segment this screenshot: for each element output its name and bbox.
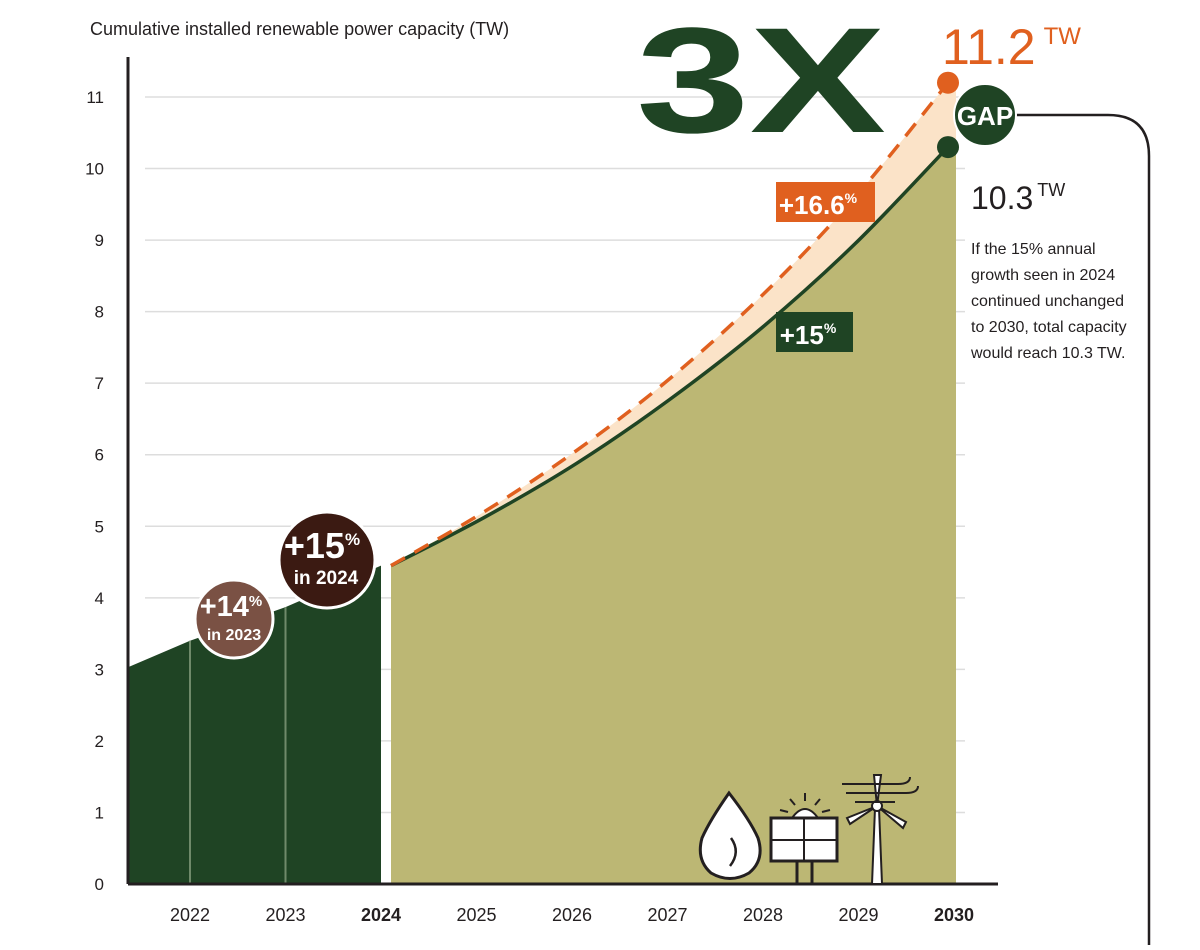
svg-text:+15%: +15% <box>284 525 360 566</box>
y-tick-label: 5 <box>95 517 104 536</box>
x-tick-label: 2024 <box>361 905 401 925</box>
y-tick-label: 7 <box>95 374 104 393</box>
wind-turbine-icon <box>842 774 919 885</box>
bubble-2023: +14% in 2023 <box>193 578 275 660</box>
endpoint-10-3 <box>937 136 959 159</box>
svg-text:+16.6%: +16.6% <box>779 190 858 220</box>
label-16-6-percent: +16.6% <box>776 182 875 222</box>
y-tick-label: 10 <box>85 160 104 179</box>
solar-panel-icon <box>769 793 839 884</box>
x-tick-label: 2023 <box>265 905 305 925</box>
y-tick-label: 8 <box>95 303 104 322</box>
bubble-2024: +15% in 2024 <box>277 510 377 610</box>
x-tick-label: 2022 <box>170 905 210 925</box>
annotation-text: If the 15% annual growth seen in 2024 co… <box>971 241 1127 362</box>
historical-area <box>128 565 381 884</box>
label-15-percent: +15% <box>776 312 853 352</box>
y-tick-label: 1 <box>95 803 104 822</box>
y-tick-label: 11 <box>86 88 104 107</box>
x-tick-label: 2030 <box>934 905 974 925</box>
y-tick-labels: 0 1 2 3 4 5 6 7 8 9 10 11 <box>85 88 104 894</box>
value-10-3: 10.3 TW <box>971 180 1065 216</box>
svg-text:in 2023: in 2023 <box>207 627 261 644</box>
y-tick-label: 3 <box>95 660 104 679</box>
x-tick-label: 2026 <box>552 905 592 925</box>
y-tick-label: 6 <box>95 446 104 465</box>
gap-connector <box>1012 113 1151 945</box>
x-tick-label: 2029 <box>838 905 878 925</box>
projection-area <box>391 147 956 885</box>
y-tick-label: 4 <box>95 589 104 608</box>
svg-text:+15%: +15% <box>780 320 837 350</box>
x-tick-label: 2027 <box>647 905 687 925</box>
gap-badge: GAP <box>953 83 1017 147</box>
svg-text:GAP: GAP <box>957 101 1013 131</box>
svg-text:+14%: +14% <box>200 591 263 623</box>
x-tick-label: 2028 <box>743 905 783 925</box>
headline-3x: 3X <box>636 0 886 164</box>
y-tick-label: 0 <box>95 875 104 894</box>
endpoint-11-2 <box>937 71 959 94</box>
year-dividers <box>189 607 287 884</box>
line-15-percent <box>390 145 950 568</box>
value-11-2: 11.2 TW <box>942 19 1081 75</box>
x-tick-labels: 2022 2023 2024 2025 2026 2027 2028 2029 2030 <box>170 905 974 925</box>
chart-title: Cumulative installed renewable power cap… <box>90 19 509 39</box>
svg-text:3X: 3X <box>636 0 886 164</box>
x-tick-label: 2025 <box>456 905 496 925</box>
y-tick-label: 2 <box>95 732 104 751</box>
svg-text:in 2024: in 2024 <box>294 568 359 589</box>
y-tick-label: 9 <box>95 231 104 250</box>
water-drop-icon <box>698 790 762 880</box>
